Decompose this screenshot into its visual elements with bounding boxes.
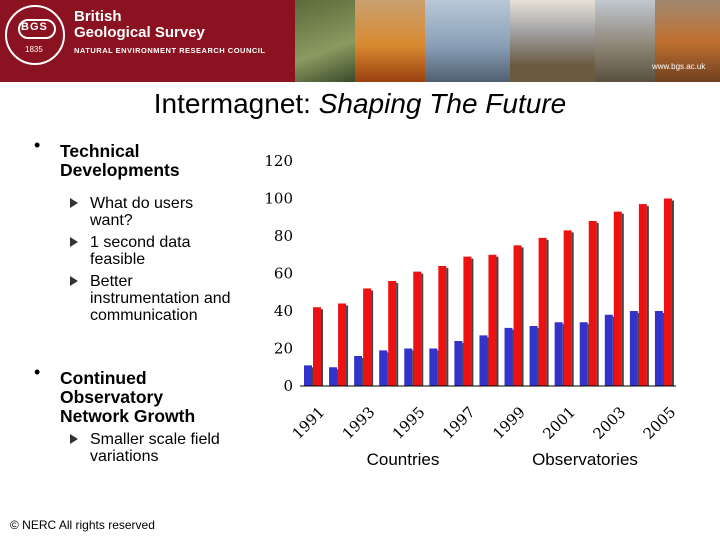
bar-observatories-1992 — [338, 303, 347, 386]
photo-fieldwork — [295, 0, 355, 82]
bar-shadow-observatories-1997 — [471, 258, 474, 386]
bullet-dot-icon: • — [34, 362, 41, 382]
triangle-bullet-icon — [70, 434, 78, 444]
bar-countries-2000 — [529, 326, 538, 386]
bar-countries-1998 — [479, 335, 488, 386]
bar-shadow-observatories-2004 — [646, 206, 649, 386]
triangle-bullet-icon — [70, 198, 78, 208]
org-name-line2: Geological Survey — [74, 24, 205, 41]
bar-countries-1991 — [304, 365, 312, 386]
bar-shadow-observatories-2001 — [571, 232, 574, 386]
bullet-technical: Technical Developments — [60, 141, 180, 180]
logo-year: 1835 — [25, 45, 43, 54]
title-emphasis: Shaping The Future — [318, 88, 567, 119]
bar-observatories-1991 — [313, 307, 321, 386]
bar-shadow-observatories-1993 — [371, 290, 374, 386]
subitem-1sec: 1 second data feasible — [90, 234, 191, 268]
bar-observatories-2005 — [663, 198, 672, 386]
x-tick-label: 1997 — [439, 403, 479, 443]
bar-shadow-observatories-1994 — [396, 283, 399, 386]
bar-shadow-observatories-1995 — [421, 273, 424, 386]
triangle-bullet-icon — [70, 276, 78, 286]
bar-observatories-1996 — [438, 266, 447, 386]
x-tick-label: 2001 — [539, 403, 579, 443]
x-tick-label: 1999 — [489, 403, 529, 443]
y-tick-label: 40 — [274, 302, 293, 320]
x-tick-label: 1993 — [339, 403, 379, 443]
y-tick-label: 20 — [274, 340, 293, 358]
subitem-field-variations: Smaller scale field variations — [90, 431, 220, 465]
bar-countries-1995 — [404, 348, 413, 386]
subitem-instrumentation: Better instrumentation and communication — [90, 273, 231, 324]
org-name-line1: British — [74, 8, 122, 25]
subitem-users: What do users want? — [90, 195, 194, 229]
x-tick-label: 2005 — [640, 403, 680, 443]
triangle-bullet-icon — [70, 237, 78, 247]
bar-observatories-2003 — [613, 211, 622, 386]
y-tick-label: 100 — [264, 190, 293, 208]
bar-observatories-2004 — [638, 204, 647, 386]
y-tick-label: 0 — [283, 377, 293, 395]
bar-countries-2004 — [629, 311, 638, 386]
bar-observatories-1993 — [363, 288, 372, 386]
bar-countries-1993 — [354, 356, 363, 386]
photo-river — [355, 0, 425, 82]
bar-observatories-1998 — [488, 254, 497, 386]
bar-countries-2001 — [554, 322, 563, 386]
bar-shadow-observatories-2005 — [671, 200, 674, 386]
header-banner: BGS 1835 British Geological Survey NATUR… — [0, 0, 720, 82]
bar-observatories-2000 — [538, 237, 547, 386]
bar-countries-1994 — [379, 350, 388, 386]
bar-observatories-1999 — [513, 245, 522, 386]
bar-shadow-observatories-2002 — [596, 223, 599, 386]
x-tick-label: 1991 — [289, 403, 329, 443]
bullet-dot-icon: • — [34, 135, 41, 155]
logo-text: BGS — [21, 21, 48, 33]
legend-countries: Countries — [367, 450, 440, 469]
bullet-network-growth: Continued Observatory Network Growth — [60, 368, 196, 426]
x-tick-label: 1995 — [389, 403, 429, 443]
bar-observatories-2001 — [563, 230, 572, 386]
logo-ring-icon — [18, 19, 56, 39]
slide-title: Intermagnet: Shaping The Future — [0, 88, 720, 120]
bar-countries-1992 — [329, 367, 338, 386]
photo-oil-rig — [425, 0, 510, 82]
bar-countries-2005 — [654, 311, 663, 386]
bar-countries-2003 — [604, 314, 613, 386]
bar-shadow-observatories-1998 — [496, 256, 499, 386]
bar-countries-2002 — [579, 322, 588, 386]
x-tick-label: 2003 — [589, 403, 629, 443]
photo-rock — [655, 0, 720, 82]
bar-shadow-observatories-2000 — [546, 239, 549, 386]
bar-countries-1996 — [429, 348, 438, 386]
bar-observatories-2002 — [588, 221, 597, 386]
website-link[interactable]: www.bgs.ac.uk — [652, 62, 706, 71]
bar-countries-1999 — [504, 327, 513, 386]
bar-countries-1997 — [454, 341, 463, 386]
y-tick-label: 60 — [274, 265, 293, 283]
bar-shadow-observatories-1999 — [521, 247, 524, 386]
y-tick-label: 120 — [264, 152, 293, 170]
bar-shadow-observatories-1991 — [321, 309, 323, 386]
bar-observatories-1997 — [463, 256, 472, 386]
bar-shadow-observatories-1992 — [346, 305, 349, 386]
bar-shadow-observatories-2003 — [621, 213, 624, 386]
photo-smoke — [510, 0, 595, 82]
bar-observatories-1995 — [413, 271, 422, 386]
copyright: © NERC All rights reserved — [10, 518, 155, 532]
bgs-logo[interactable]: BGS 1835 — [5, 5, 65, 65]
bar-shadow-observatories-1996 — [446, 268, 449, 386]
y-tick-label: 80 — [274, 227, 293, 245]
legend-observatories: Observatories — [532, 450, 638, 469]
council-name: NATURAL ENVIRONMENT RESEARCH COUNCIL — [74, 46, 266, 55]
photo-landscape — [595, 0, 655, 82]
bar-observatories-1994 — [388, 281, 397, 386]
title-plain: Intermagnet: — [153, 88, 311, 119]
